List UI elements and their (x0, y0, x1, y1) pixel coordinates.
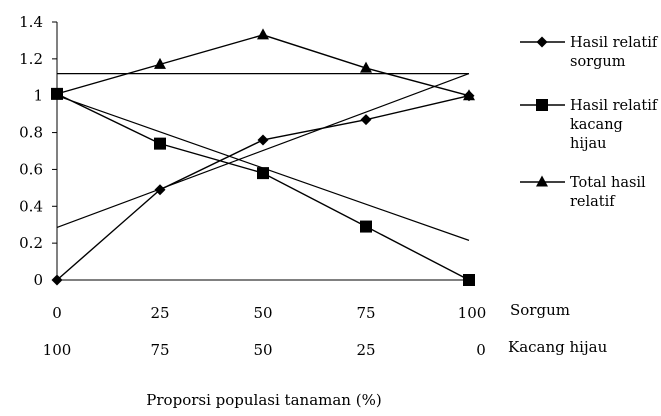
data-point-triangle (360, 61, 372, 73)
data-point-diamond (154, 184, 166, 196)
data-point-square (154, 137, 166, 150)
x-tick-label: 0 (52, 304, 62, 322)
x-row-label: Sorgum (510, 301, 570, 319)
data-point-triangle (51, 87, 63, 99)
legend-marker-square (536, 99, 548, 111)
y-tick-label: 0 (33, 271, 43, 289)
x-tick-label: 100 (43, 341, 72, 359)
y-tick-label: 1.2 (19, 50, 43, 68)
legend-label: Hasil relatif (570, 35, 659, 51)
data-point-square (257, 167, 269, 180)
data-point-diamond (360, 114, 372, 126)
data-point-square (360, 220, 372, 233)
x-axis-title: Proporsi populasi tanaman (%) (146, 391, 381, 409)
x-row-label: Kacang hijau (508, 338, 608, 356)
legend-label: Total hasil (570, 175, 646, 191)
legend: Hasil relatif sorgum Hasil relatif kacang hi… (520, 35, 659, 210)
y-tick-label: 0.2 (19, 234, 43, 252)
x-tick-label: 25 (150, 304, 169, 322)
x-tick-label: 25 (356, 341, 375, 359)
x-tick-label: 100 (458, 304, 487, 322)
y-axis-ticks: 0 0.2 0.4 0.6 0.8 1 1.2 1.4 (19, 13, 57, 289)
legend-label: hijau (570, 136, 606, 152)
y-tick-label: 0.8 (19, 124, 43, 142)
data-point-triangle (257, 28, 269, 40)
legend-marker-triangle (536, 175, 548, 187)
series-line-3 (56, 34, 470, 97)
series-lines (56, 34, 470, 281)
legend-label: relatif (570, 194, 616, 210)
x-tick-label: 75 (150, 341, 169, 359)
legend-label: kacang (570, 117, 623, 133)
data-point-square (463, 274, 475, 286)
trendlines (56, 72, 470, 241)
series-line-2 (56, 93, 470, 281)
x-tick-label: 50 (253, 341, 272, 359)
legend-label: sorgum (570, 54, 626, 70)
y-tick-label: 1 (33, 87, 43, 105)
y-tick-label: 0.4 (19, 197, 43, 215)
y-tick-label: 1.4 (19, 13, 43, 31)
trendline-1 (56, 73, 470, 229)
data-point-diamond (257, 134, 269, 146)
series-markers (51, 28, 475, 286)
x-tick-label: 75 (356, 304, 375, 322)
data-point-triangle (154, 57, 166, 69)
data-point-triangle (463, 89, 475, 101)
x-tick-label: 0 (476, 341, 486, 359)
y-tick-label: 0.6 (19, 160, 43, 178)
x-axis-tick-rows: 0 25 50 75 100 Sorgum 100 75 50 25 0 Kacang hijau (43, 301, 608, 359)
data-point-diamond (51, 274, 63, 286)
legend-label: Hasil relatif (570, 98, 659, 114)
legend-marker-diamond (536, 36, 548, 48)
x-tick-label: 50 (253, 304, 272, 322)
